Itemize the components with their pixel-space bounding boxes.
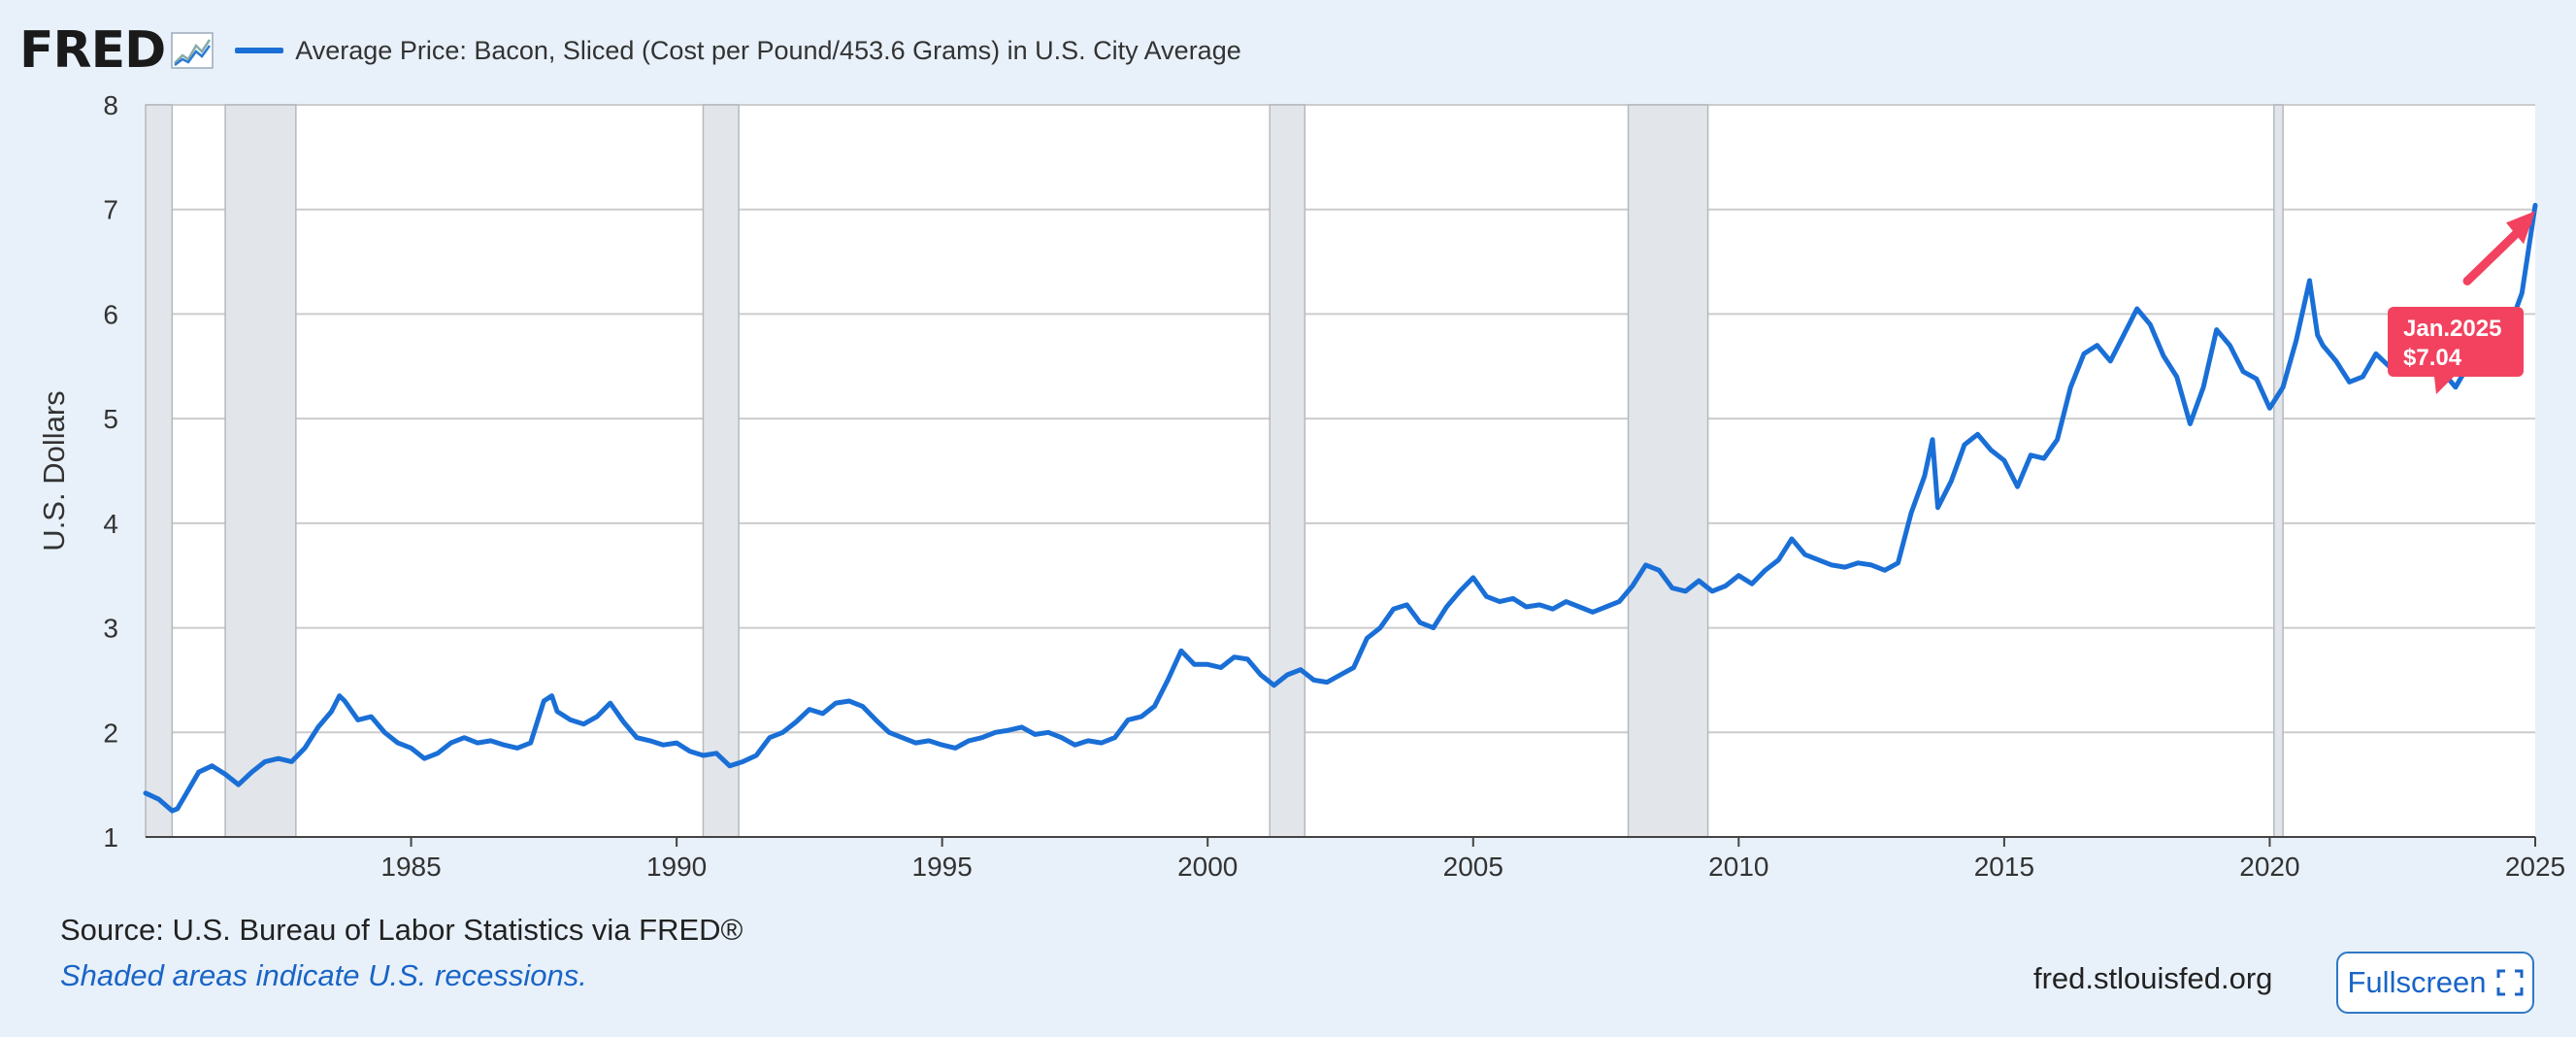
y-tick-label: 7 [103,195,118,225]
y-tick-label: 1 [103,822,118,853]
series-line [143,202,2538,814]
recession-layer [145,104,2284,838]
logo-text: FRED [19,21,166,80]
x-tick-label: 2000 [1177,852,1238,882]
x-tick-label: 2010 [1708,852,1768,882]
grid-layer [146,104,2535,838]
y-tick-label: 6 [103,299,118,329]
fullscreen-label: Fullscreen [2347,965,2487,999]
x-tick-label: 2020 [2239,852,2299,882]
fullscreen-button[interactable]: Fullscreen [2336,952,2534,1014]
x-tick-label: 1990 [646,852,707,882]
tooltip-value: $7.04 [2403,345,2462,371]
chart-header: FRED Average Price: Bacon, Sliced (Cost … [19,21,1241,80]
tooltip-box [2388,307,2524,377]
recession-band [1627,104,1709,838]
x-tick-label: 2025 [2505,852,2565,882]
chart-legend: Average Price: Bacon, Sliced (Cost per P… [235,35,1241,66]
legend-label: Average Price: Bacon, Sliced (Cost per P… [295,35,1241,65]
tooltip-date: Jan.2025 [2403,316,2501,342]
axis-layer: 1 2 3 4 5 6 7 8 1985 1990 1995 2000 2005 2010 2015 2020… [37,90,2565,882]
expand-icon [2496,969,2523,996]
tooltip-layer: Jan.2025 $7.04 [2388,211,2535,394]
plot-area [146,105,2535,837]
site-url[interactable]: fred.stlouisfed.org [2033,961,2273,995]
source-text: Source: U.S. Bureau of Labor Statistics … [60,913,743,947]
y-axis-label: U.S. Dollars [37,390,71,551]
y-tick-label: 2 [103,718,118,748]
recession-note: Shaded areas indicate U.S. recessions. [60,958,587,992]
tooltip-pointer [2434,377,2454,394]
x-tick-label: 2015 [1974,852,2034,882]
y-tick-label: 3 [103,614,118,644]
tooltip-arrow-head [2506,211,2535,245]
x-tick-label: 1985 [380,852,441,882]
legend-swatch [235,48,284,53]
recession-band [145,104,174,838]
trend-chart-icon [171,32,214,69]
series-layer [143,202,2538,814]
y-tick-label: 5 [103,404,118,434]
x-tick-label: 1995 [912,852,973,882]
recession-band [2273,104,2284,838]
recession-band [1269,104,1306,838]
x-tick-label: 2005 [1443,852,1503,882]
recession-band [224,104,297,838]
y-tick-label: 8 [103,90,118,120]
fred-logo[interactable]: FRED [19,21,214,80]
y-tick-label: 4 [103,509,118,539]
recession-band [702,104,740,838]
